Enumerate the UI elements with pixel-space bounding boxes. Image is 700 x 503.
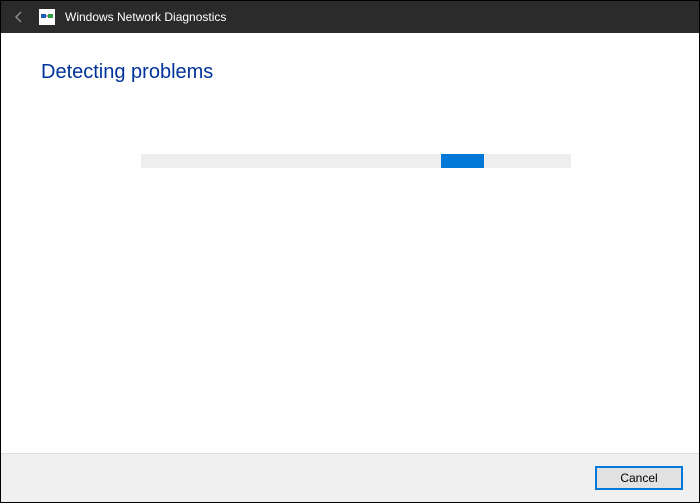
footer-bar: Cancel (1, 453, 699, 502)
page-heading: Detecting problems (41, 61, 659, 84)
window-title: Windows Network Diagnostics (65, 10, 226, 24)
titlebar: Windows Network Diagnostics (1, 1, 699, 33)
progress-indicator (441, 154, 484, 168)
content-area: Detecting problems (1, 33, 699, 453)
network-diagnostics-icon (39, 9, 55, 25)
progress-bar (141, 154, 571, 168)
back-arrow-icon (9, 7, 29, 27)
cancel-button[interactable]: Cancel (595, 466, 683, 490)
